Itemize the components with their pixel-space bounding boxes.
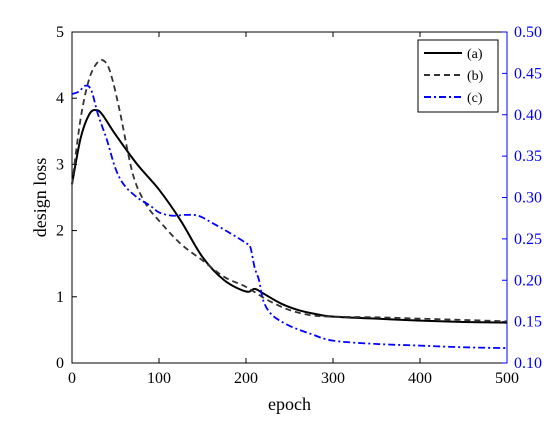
x-tick-label: 500: [495, 370, 519, 387]
x-tick-label: 100: [147, 370, 171, 387]
y-tick-label: 3: [56, 156, 64, 173]
y2-tick-label: 0.30: [514, 190, 542, 207]
ticks: 0 100 200 300 400 500 0 1 2 3 4 5 0.10 0.15 0.20 0.25 0.…: [56, 24, 542, 387]
y2-tick-label: 0.15: [514, 314, 542, 331]
y-tick-label: 2: [56, 223, 64, 240]
series-line-3: [71, 84, 508, 350]
series-line-1: [71, 109, 508, 324]
legend-label-3: (c): [467, 91, 483, 106]
y2-tick-label: 0.10: [514, 355, 542, 372]
y2-tick-label: 0.25: [514, 231, 542, 248]
x-tick-label: 200: [234, 370, 258, 387]
y-axis-label: design loss: [30, 158, 50, 238]
legend-label-1: (a): [467, 47, 483, 62]
y2-tick-label: 0.50: [514, 24, 542, 41]
y-tick-label: 5: [56, 24, 64, 41]
y-tick-label: 1: [56, 289, 64, 306]
y-tick-label: 0: [56, 355, 64, 372]
legend: (a) (b) (c): [417, 39, 499, 113]
x-tick-label: 400: [408, 370, 432, 387]
y2-tick-label: 0.35: [514, 148, 542, 165]
series-layer: [71, 59, 508, 350]
x-axis-label: epoch: [268, 394, 311, 414]
legend-label-2: (b): [467, 69, 484, 84]
x-tick-label: 300: [321, 370, 345, 387]
y2-tick-label: 0.20: [514, 272, 542, 289]
y2-tick-label: 0.45: [514, 65, 542, 82]
y2-tick-label: 0.40: [514, 107, 542, 124]
x-tick-label: 0: [68, 370, 76, 387]
y-tick-label: 4: [56, 90, 64, 107]
